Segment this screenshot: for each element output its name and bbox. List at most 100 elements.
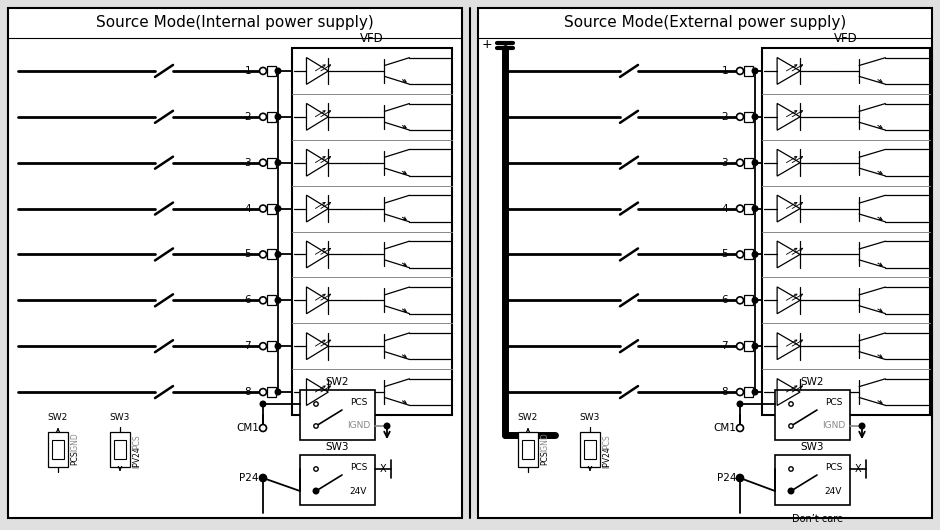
- Text: X: X: [855, 464, 862, 474]
- Circle shape: [737, 388, 744, 395]
- Circle shape: [275, 389, 281, 395]
- Bar: [267, 341, 276, 351]
- Bar: [110, 432, 130, 467]
- Text: IGND: IGND: [347, 421, 370, 430]
- Text: 1: 1: [244, 66, 251, 76]
- Circle shape: [752, 68, 758, 74]
- Circle shape: [737, 67, 744, 74]
- Bar: [267, 295, 276, 305]
- Text: 4: 4: [244, 204, 251, 214]
- Text: PCS: PCS: [824, 463, 842, 472]
- Circle shape: [259, 159, 267, 166]
- Text: 24V: 24V: [824, 487, 842, 496]
- Circle shape: [275, 206, 281, 211]
- Circle shape: [259, 343, 267, 350]
- Bar: [584, 440, 596, 459]
- Bar: [267, 250, 276, 260]
- Text: PCS: PCS: [350, 463, 368, 472]
- Circle shape: [737, 205, 744, 212]
- Circle shape: [314, 402, 319, 406]
- Text: 5: 5: [244, 250, 251, 260]
- Text: 7: 7: [244, 341, 251, 351]
- Bar: [775, 455, 850, 505]
- Text: 8: 8: [244, 387, 251, 397]
- Bar: [762, 48, 930, 415]
- Circle shape: [260, 401, 266, 407]
- Circle shape: [275, 68, 281, 74]
- Text: VFD: VFD: [360, 31, 384, 45]
- Text: IGND: IGND: [822, 421, 845, 430]
- Circle shape: [737, 297, 744, 304]
- Circle shape: [259, 425, 267, 431]
- Bar: [744, 66, 753, 76]
- Text: PCS: PCS: [350, 398, 368, 407]
- Text: Don’t care: Don’t care: [792, 514, 843, 524]
- Text: PCS: PCS: [70, 450, 80, 464]
- Text: SW2: SW2: [326, 377, 350, 387]
- Bar: [744, 112, 753, 122]
- Text: PCS: PCS: [603, 435, 612, 449]
- Text: PCS: PCS: [540, 450, 550, 464]
- Text: SW2: SW2: [801, 377, 824, 387]
- Bar: [744, 204, 753, 214]
- Circle shape: [737, 113, 744, 120]
- Bar: [518, 432, 538, 467]
- Text: Source Mode(Internal power supply): Source Mode(Internal power supply): [96, 14, 374, 30]
- Circle shape: [259, 297, 267, 304]
- Bar: [744, 295, 753, 305]
- Text: CM1: CM1: [236, 423, 259, 433]
- Bar: [775, 390, 850, 440]
- Circle shape: [789, 489, 793, 493]
- Bar: [744, 250, 753, 260]
- Circle shape: [275, 252, 281, 257]
- Circle shape: [789, 467, 793, 471]
- Text: P24: P24: [240, 473, 259, 483]
- Text: CM1: CM1: [713, 423, 736, 433]
- Circle shape: [275, 160, 281, 165]
- Circle shape: [737, 475, 743, 481]
- Text: +: +: [481, 39, 492, 51]
- Text: PCS: PCS: [133, 435, 142, 449]
- Text: SW2: SW2: [518, 413, 538, 422]
- Circle shape: [752, 343, 758, 349]
- Bar: [744, 387, 753, 397]
- Bar: [267, 112, 276, 122]
- Text: 6: 6: [244, 295, 251, 305]
- Bar: [300, 455, 375, 505]
- Text: 1: 1: [721, 66, 728, 76]
- Bar: [744, 158, 753, 167]
- Text: IPV24: IPV24: [133, 446, 142, 468]
- Bar: [267, 204, 276, 214]
- Circle shape: [259, 474, 267, 481]
- Text: SW2: SW2: [48, 413, 68, 422]
- Circle shape: [275, 114, 281, 120]
- Bar: [744, 341, 753, 351]
- Circle shape: [384, 423, 390, 429]
- Circle shape: [789, 424, 793, 428]
- Circle shape: [789, 488, 793, 494]
- Circle shape: [259, 388, 267, 395]
- Text: Source Mode(External power supply): Source Mode(External power supply): [564, 14, 846, 30]
- Bar: [114, 440, 126, 459]
- Text: SW3: SW3: [801, 442, 824, 452]
- Circle shape: [737, 251, 744, 258]
- Bar: [522, 440, 534, 459]
- Circle shape: [314, 424, 319, 428]
- Text: VFD: VFD: [834, 31, 858, 45]
- Circle shape: [259, 113, 267, 120]
- Text: IGND: IGND: [70, 432, 80, 452]
- Text: 7: 7: [721, 341, 728, 351]
- Bar: [478, 8, 932, 518]
- Circle shape: [789, 402, 793, 406]
- Bar: [52, 440, 64, 459]
- Bar: [292, 48, 452, 415]
- Circle shape: [752, 297, 758, 303]
- Text: X: X: [380, 464, 386, 474]
- Text: 4: 4: [721, 204, 728, 214]
- Circle shape: [752, 389, 758, 395]
- Circle shape: [752, 160, 758, 165]
- Bar: [8, 8, 462, 518]
- Circle shape: [314, 489, 319, 493]
- Circle shape: [752, 206, 758, 211]
- Circle shape: [737, 475, 743, 481]
